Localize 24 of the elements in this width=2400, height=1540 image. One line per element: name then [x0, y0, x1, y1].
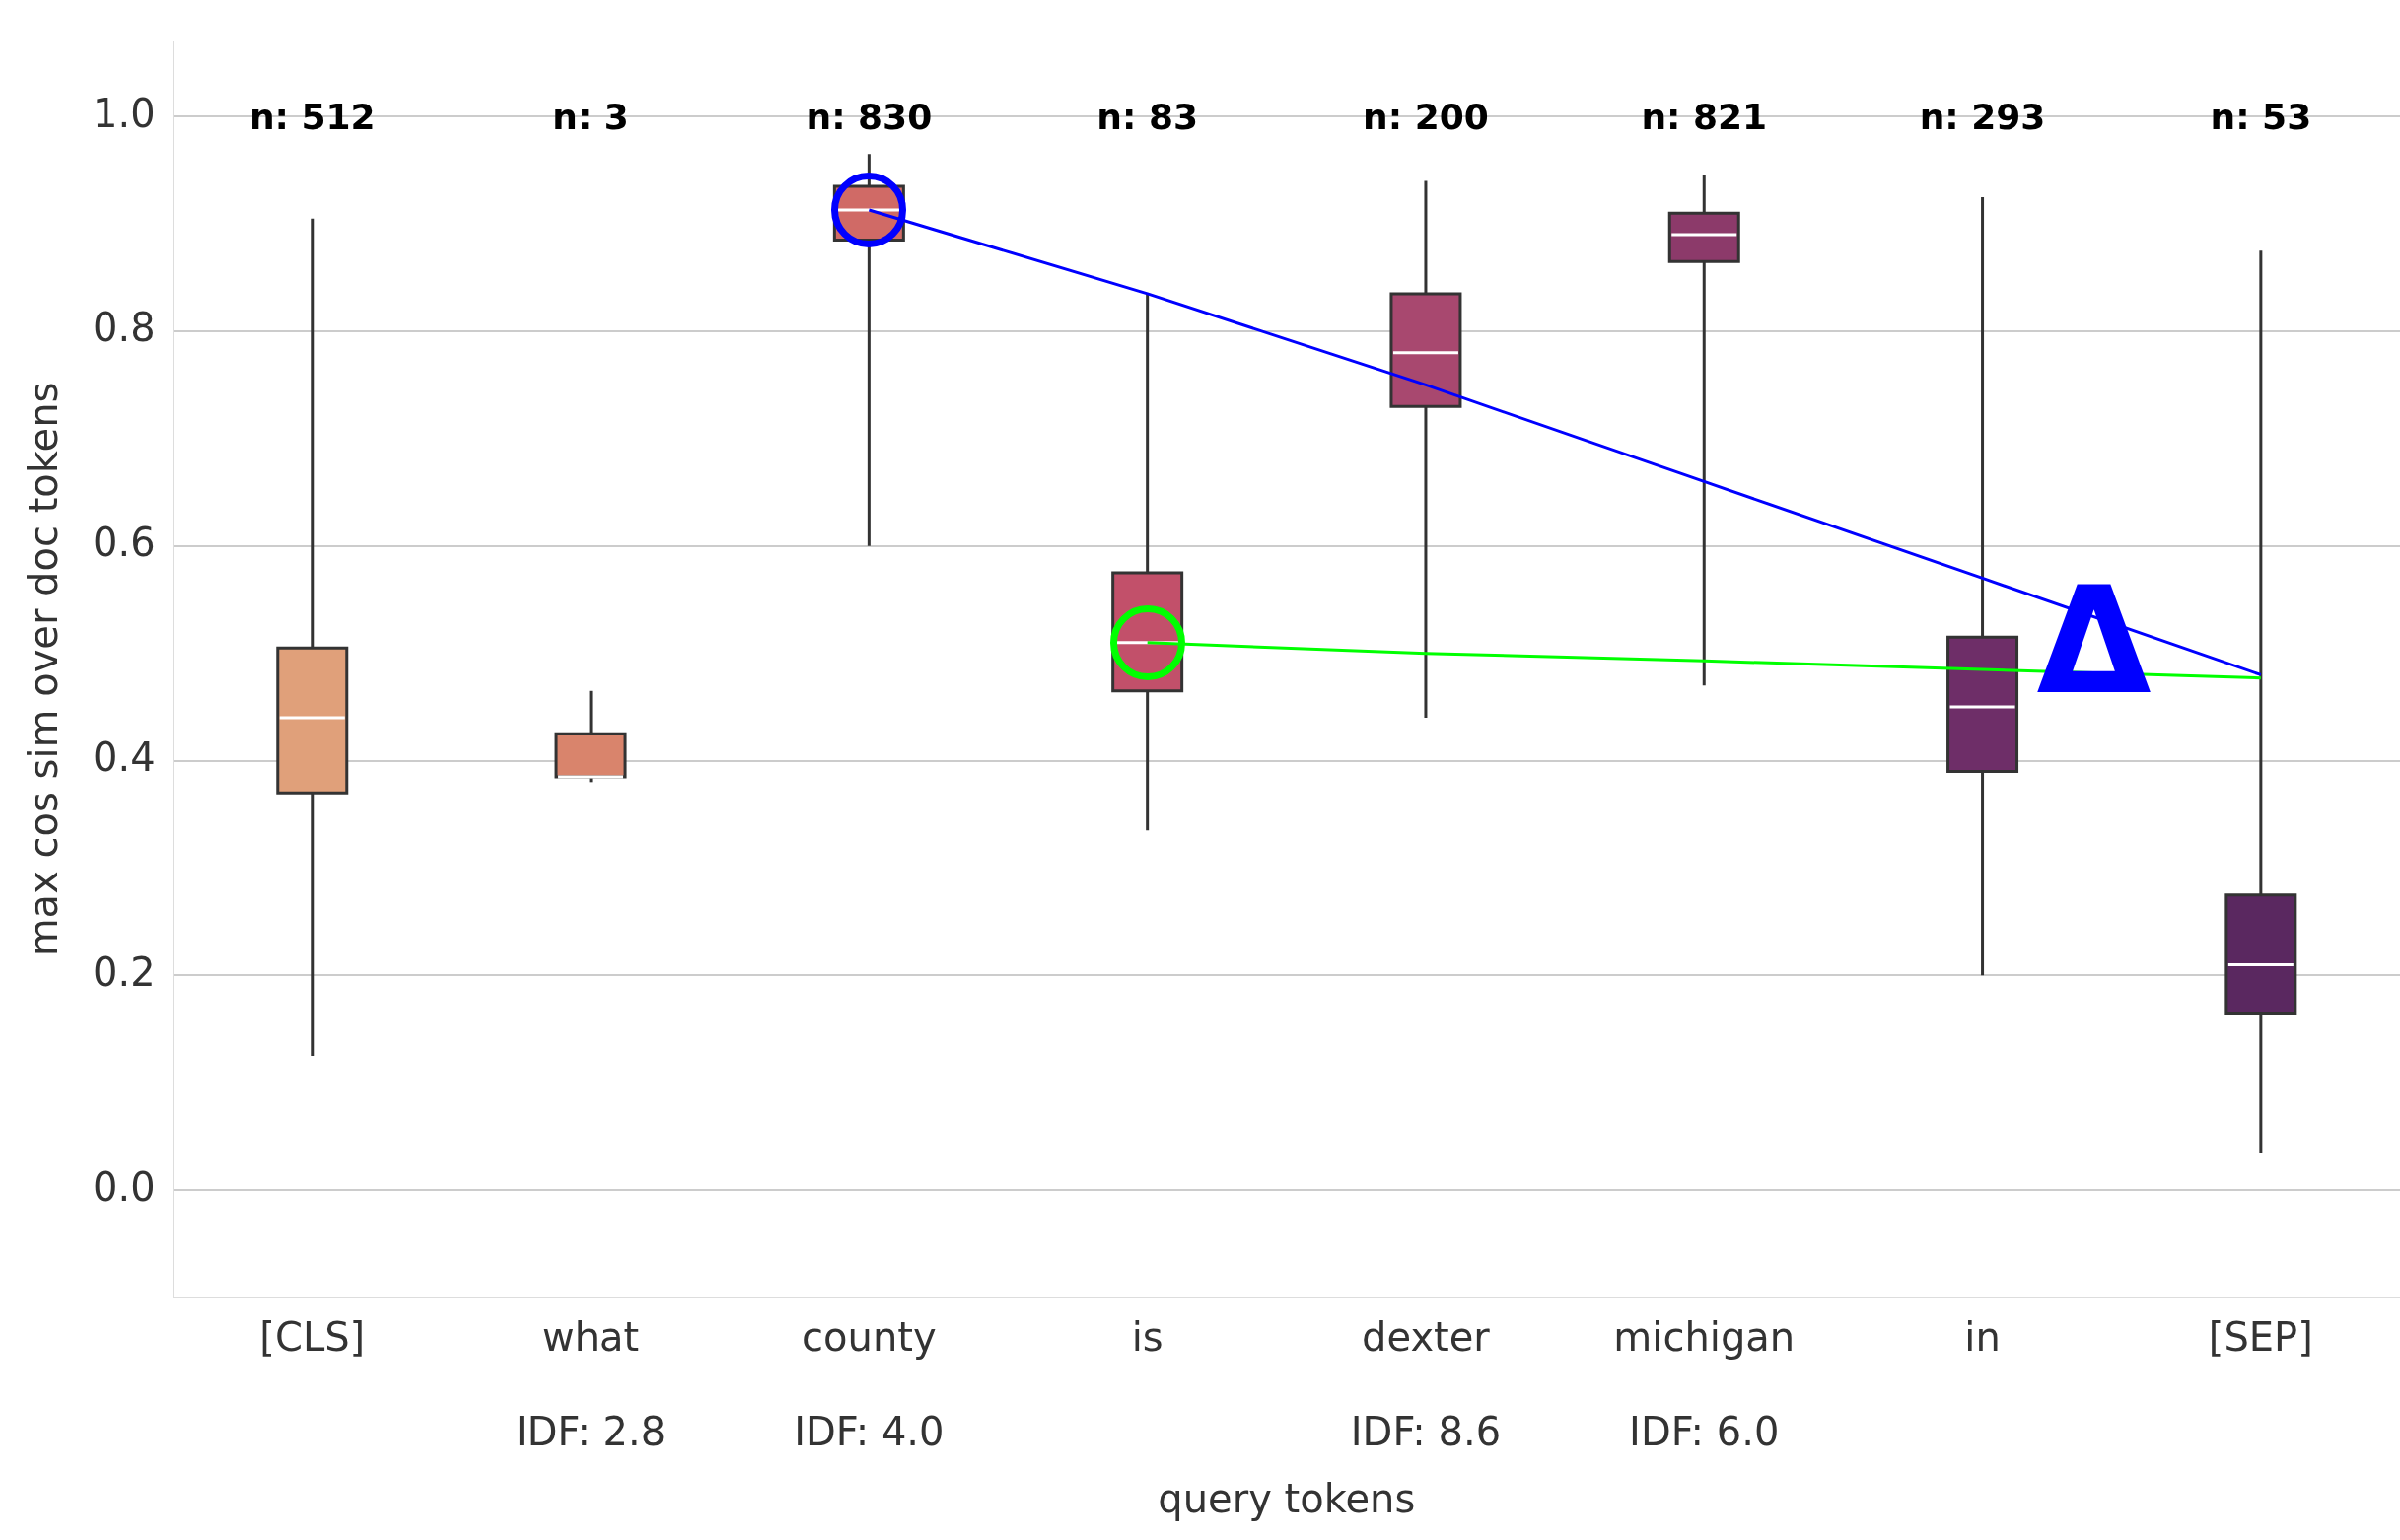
annotation: n: 3 — [552, 97, 629, 138]
annotation: n: 293 — [1919, 97, 2046, 138]
y-tick-label: 0.2 — [92, 948, 156, 995]
annotation: n: 512 — [248, 97, 376, 138]
annotation: n: 830 — [806, 97, 933, 138]
x-tick-label: [SEP] — [2208, 1314, 2313, 1361]
y-tick-label: 1.0 — [92, 90, 156, 136]
category-label: what IDF: 2.8 — [515, 1314, 667, 1455]
y-tick-label: 0.8 — [92, 305, 156, 351]
category-label: county IDF: 4.0 — [794, 1314, 945, 1455]
annotation: n: 83 — [1096, 97, 1198, 138]
y-tick-label: 0.0 — [92, 1163, 156, 1210]
y-tick-label: 0.6 — [92, 520, 156, 566]
y-axis-title: max cos sim over doc tokens — [21, 382, 67, 957]
y-tick-label: 0.4 — [92, 734, 156, 780]
x-tick-label: in — [1964, 1314, 2001, 1361]
x-tick-label: is — [1131, 1314, 1164, 1361]
x-axis-title: query tokens — [1158, 1476, 1416, 1522]
category-label: michigan IDF: 6.0 — [1613, 1314, 1796, 1455]
annotation: n: 821 — [1641, 97, 1768, 138]
x-tick-label: [CLS] — [259, 1314, 366, 1361]
annotation: n: 53 — [2210, 97, 2312, 138]
category-label: dexter IDF: 8.6 — [1350, 1314, 1502, 1455]
annotation: n: 200 — [1363, 97, 1489, 138]
